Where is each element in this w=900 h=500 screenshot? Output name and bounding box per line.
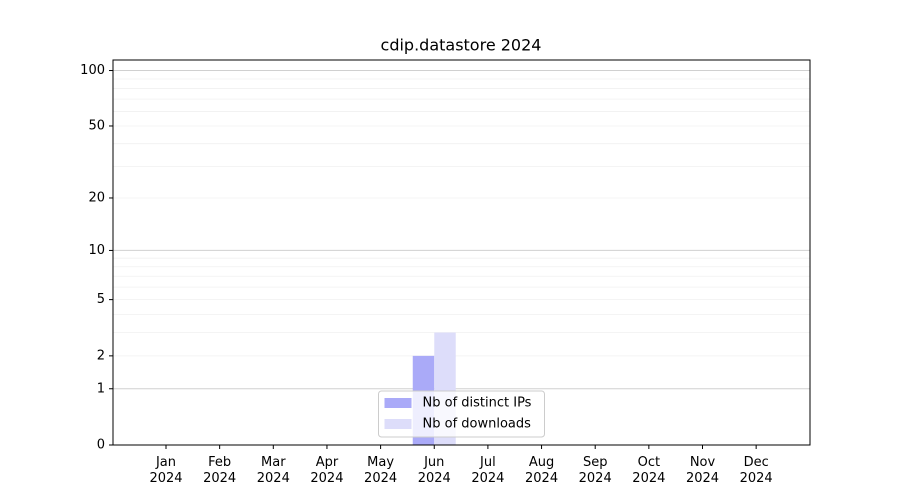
x-tick-label: Jul 2024	[471, 455, 504, 486]
x-tick-label: Mar 2024	[257, 455, 290, 486]
x-tick-label: Apr 2024	[310, 455, 343, 486]
x-tick-label: Aug 2024	[525, 455, 558, 486]
legend-label: Nb of downloads	[423, 417, 532, 432]
legend-swatch	[384, 398, 412, 408]
legend-box	[378, 390, 545, 438]
x-tick-label: Nov 2024	[686, 455, 719, 486]
y-tick-label: 20	[88, 190, 105, 205]
chart-title: cdip.datastore 2024	[381, 36, 542, 55]
y-tick-label: 50	[88, 118, 105, 133]
legend-swatch	[384, 419, 412, 429]
y-tick-label: 1	[97, 381, 105, 396]
y-tick-label: 5	[97, 292, 105, 307]
x-tick-label: Dec 2024	[740, 455, 773, 486]
legend-label: Nb of distinct IPs	[423, 396, 532, 411]
x-tick-label: Sep 2024	[579, 455, 612, 486]
x-tick-label: Feb 2024	[203, 455, 236, 486]
plot-frame	[112, 59, 811, 446]
x-tick-label: May 2024	[364, 455, 397, 486]
x-tick-label: Oct 2024	[632, 455, 665, 486]
x-tick-label: Jan 2024	[149, 455, 182, 486]
y-tick-label: 0	[97, 438, 105, 453]
x-tick-label: Jun 2024	[418, 455, 451, 486]
y-tick-label: 10	[88, 243, 105, 258]
legend: Nb of distinct IPs Nb of downloads	[378, 390, 545, 438]
y-tick-label: 100	[80, 63, 105, 78]
y-tick-label: 2	[97, 348, 105, 363]
